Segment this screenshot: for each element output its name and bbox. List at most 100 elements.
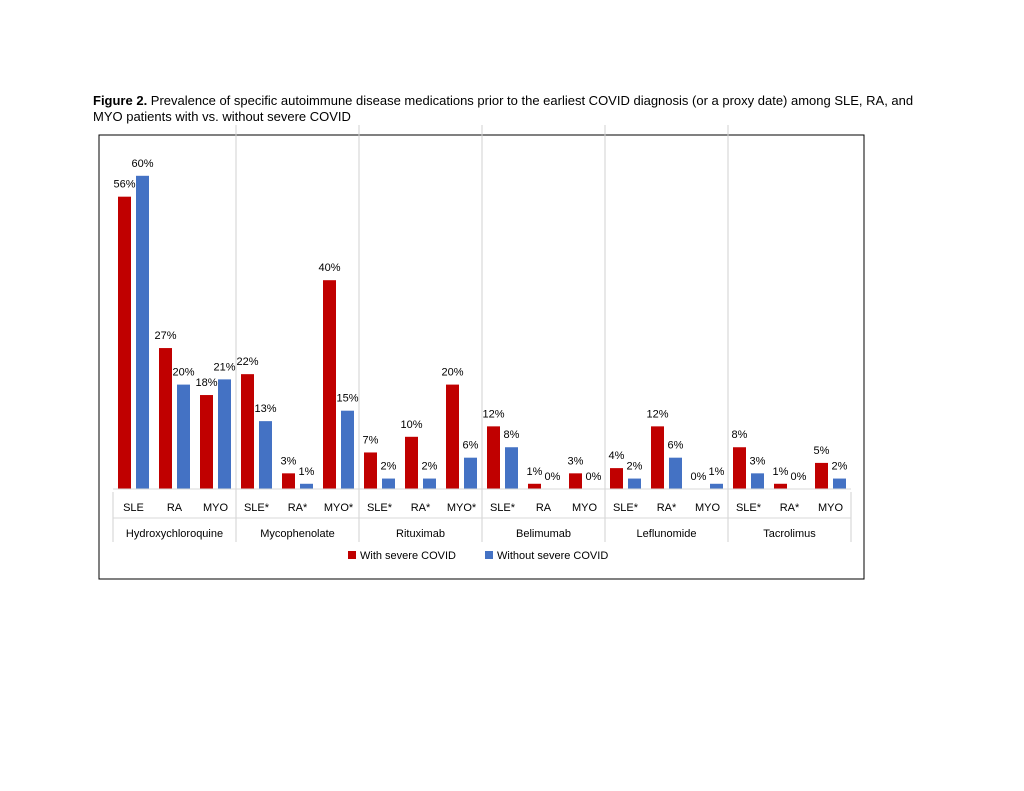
category-label: MYO* (324, 502, 354, 514)
bar-with-severe-covid (774, 483, 787, 489)
category-label: RA* (780, 502, 800, 514)
category-label: MYO (572, 502, 598, 514)
data-label: 2% (627, 461, 643, 473)
bar-with-severe-covid (118, 196, 131, 489)
bar-with-severe-covid (528, 483, 541, 489)
category-label: MYO (695, 502, 721, 514)
bar-without-severe-covid (259, 421, 272, 489)
bar-without-severe-covid (751, 473, 764, 489)
data-label: 60% (131, 158, 153, 170)
data-label: 21% (213, 361, 235, 373)
bar-without-severe-covid (136, 175, 149, 490)
group-label: Belimumab (516, 528, 571, 540)
category-label: RA* (657, 502, 677, 514)
data-label: 3% (568, 455, 584, 467)
bar-with-severe-covid (282, 473, 295, 489)
data-label: 0% (791, 471, 807, 483)
bar-with-severe-covid (241, 374, 254, 489)
bar-with-severe-covid (200, 395, 213, 489)
category-label: MYO* (447, 502, 477, 514)
category-label: SLE* (736, 502, 762, 514)
figure-caption-text: Prevalence of specific autoimmune diseas… (93, 93, 914, 124)
data-label: 12% (646, 408, 668, 420)
data-label: 1% (773, 466, 789, 478)
category-label: RA* (411, 502, 431, 514)
bar-with-severe-covid (610, 468, 623, 489)
category-label: MYO (203, 502, 229, 514)
legend-label: Without severe COVID (497, 550, 608, 562)
group-label: Tacrolimus (763, 528, 816, 540)
bar-with-severe-covid (569, 473, 582, 489)
group-label: Rituximab (396, 528, 445, 540)
data-label: 7% (363, 434, 379, 446)
bar-without-severe-covid (218, 379, 231, 489)
bar-without-severe-covid (300, 483, 313, 489)
data-label: 22% (236, 356, 258, 368)
group-label: Hydroxychloroquine (126, 528, 223, 540)
figure-label: Figure 2. (93, 93, 148, 108)
data-label: 8% (732, 429, 748, 441)
data-label: 15% (336, 393, 358, 405)
data-label: 8% (504, 429, 520, 441)
data-label: 20% (172, 367, 194, 379)
bar-without-severe-covid (628, 478, 641, 489)
data-label: 56% (113, 179, 135, 191)
bar-without-severe-covid (833, 478, 846, 489)
bar-with-severe-covid (364, 452, 377, 489)
legend-swatch (348, 551, 356, 559)
bar-without-severe-covid (382, 478, 395, 489)
bar-with-severe-covid (446, 384, 459, 489)
data-label: 1% (299, 466, 315, 478)
data-label: 0% (586, 471, 602, 483)
data-label: 20% (441, 367, 463, 379)
bar-without-severe-covid (710, 483, 723, 489)
category-label: RA* (288, 502, 308, 514)
bar-with-severe-covid (733, 447, 746, 489)
category-label: SLE* (367, 502, 393, 514)
bar-without-severe-covid (505, 447, 518, 489)
category-label: SLE (123, 502, 144, 514)
legend-swatch (485, 551, 493, 559)
bar-with-severe-covid (405, 436, 418, 489)
bar-without-severe-covid (341, 410, 354, 489)
data-label: 5% (814, 445, 830, 457)
data-label: 6% (463, 440, 479, 452)
figure-caption: Figure 2. Prevalence of specific autoimm… (93, 93, 923, 125)
category-label: SLE* (244, 502, 270, 514)
category-label: RA (536, 502, 552, 514)
data-label: 1% (709, 466, 725, 478)
category-label: MYO (818, 502, 844, 514)
data-label: 2% (832, 461, 848, 473)
data-label: 3% (281, 455, 297, 467)
bar-without-severe-covid (464, 457, 477, 489)
data-label: 4% (609, 450, 625, 462)
bar-with-severe-covid (815, 462, 828, 489)
data-label: 6% (668, 440, 684, 452)
group-label: Mycophenolate (260, 528, 335, 540)
data-label: 18% (195, 377, 217, 389)
category-label: SLE* (613, 502, 639, 514)
bar-without-severe-covid (669, 457, 682, 489)
data-label: 12% (482, 408, 504, 420)
bar-with-severe-covid (487, 426, 500, 489)
data-label: 13% (254, 403, 276, 415)
data-label: 10% (400, 419, 422, 431)
legend-label: With severe COVID (360, 550, 456, 562)
category-label: RA (167, 502, 183, 514)
data-label: 27% (154, 330, 176, 342)
data-label: 0% (691, 471, 707, 483)
data-label: 0% (545, 471, 561, 483)
group-label: Leflunomide (637, 528, 697, 540)
bar-with-severe-covid (323, 280, 336, 489)
data-label: 3% (750, 455, 766, 467)
category-label: SLE* (490, 502, 516, 514)
data-label: 1% (527, 466, 543, 478)
data-label: 2% (381, 461, 397, 473)
bar-with-severe-covid (651, 426, 664, 489)
bar-without-severe-covid (423, 478, 436, 489)
data-label: 40% (318, 262, 340, 274)
data-label: 2% (422, 461, 438, 473)
bar-without-severe-covid (177, 384, 190, 489)
bar-with-severe-covid (159, 348, 172, 489)
